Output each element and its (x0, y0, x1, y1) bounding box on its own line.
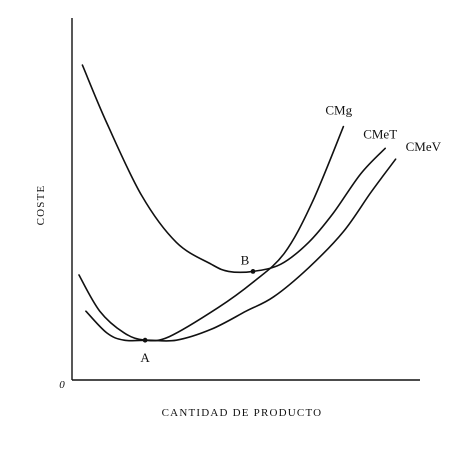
series-line-cmev (85, 158, 397, 342)
origin-label: 0 (59, 379, 65, 391)
point-a-marker (142, 337, 148, 343)
series-line-cmet (81, 64, 386, 274)
point-b-marker (250, 269, 256, 274)
series-label-cmg: CMg (325, 103, 352, 118)
x-axis-title: CANTIDAD DE PRODUCTO (162, 407, 323, 419)
annotation-points-group: AB (140, 252, 256, 365)
series-label-cmet: CMeT (363, 126, 397, 141)
point-a-label: A (140, 350, 150, 365)
series-label-cmev: CMeV (406, 139, 442, 154)
point-b-label: B (241, 252, 250, 267)
y-axis-title: COSTE (35, 185, 47, 226)
series-line-cmg (78, 125, 345, 342)
series-labels-group: CMg CMeT CMeV (325, 103, 441, 155)
series-group (78, 64, 397, 342)
